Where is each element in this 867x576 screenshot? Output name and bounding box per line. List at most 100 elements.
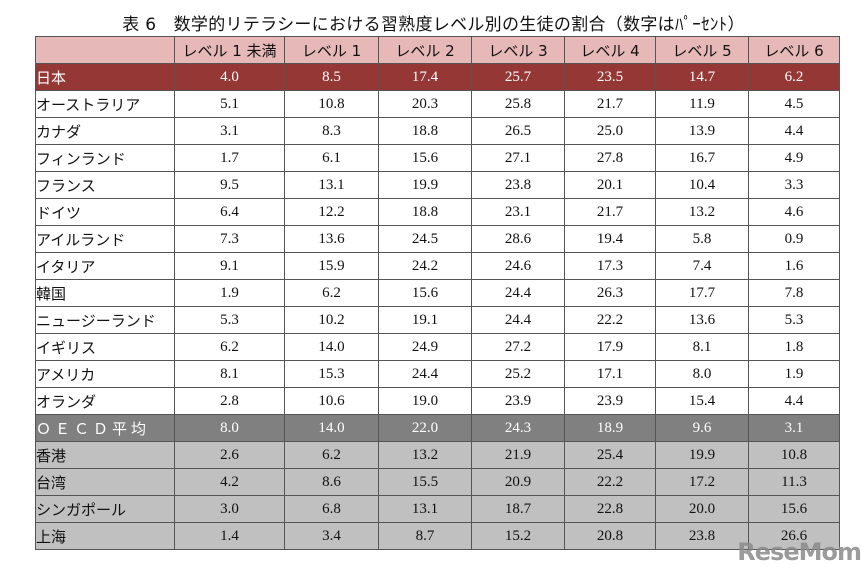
percentage-cell: 15.5 xyxy=(378,468,472,496)
percentage-cell: 5.1 xyxy=(174,90,285,118)
percentage-cell: 6.2 xyxy=(284,279,379,307)
percentage-cell: 24.5 xyxy=(378,225,472,253)
table-row: アメリカ 8.1 15.3 24.4 25.2 17.1 8.0 1.9 xyxy=(35,360,840,388)
percentage-cell: 25.7 xyxy=(471,63,565,91)
percentage-cell: 25.8 xyxy=(471,90,565,118)
percentage-cell: 17.7 xyxy=(655,279,749,307)
percentage-cell: 11.9 xyxy=(655,90,749,118)
table-row: ドイツ 6.4 12.2 18.8 23.1 21.7 13.2 4.6 xyxy=(35,198,840,226)
percentage-cell: 18.7 xyxy=(471,495,565,523)
percentage-cell: 15.3 xyxy=(284,360,379,388)
percentage-cell: 8.0 xyxy=(655,360,749,388)
percentage-cell: 18.8 xyxy=(378,198,472,226)
percentage-cell: 4.0 xyxy=(174,63,285,91)
table-body: 日本 4.0 8.5 17.4 25.7 23.5 14.7 6.2 オーストラリア 5.1 10.… xyxy=(35,63,840,550)
percentage-cell: 23.9 xyxy=(564,387,656,415)
table-row: 韓国 1.9 6.2 15.6 24.4 26.3 17.7 7.8 xyxy=(35,279,840,307)
country-name-cell: ニュージーランド xyxy=(35,306,175,334)
header-level-6: レベル 6 xyxy=(748,36,840,64)
percentage-cell: 13.9 xyxy=(655,117,749,145)
percentage-cell: 6.2 xyxy=(748,63,840,91)
percentage-cell: 21.7 xyxy=(564,198,656,226)
percentage-cell: 24.2 xyxy=(378,252,472,280)
country-name-cell: ＯＥＣＤ平均 xyxy=(35,414,175,442)
country-name-cell: 香港 xyxy=(35,441,175,469)
percentage-cell: 0.9 xyxy=(748,225,840,253)
percentage-cell: 5.3 xyxy=(174,306,285,334)
percentage-cell: 17.3 xyxy=(564,252,656,280)
percentage-cell: 15.2 xyxy=(471,522,565,550)
percentage-cell: 13.2 xyxy=(378,441,472,469)
percentage-cell: 8.0 xyxy=(174,414,285,442)
percentage-cell: 10.6 xyxy=(284,387,379,415)
country-name-cell: シンガポール xyxy=(35,495,175,523)
percentage-cell: 12.2 xyxy=(284,198,379,226)
percentage-cell: 15.6 xyxy=(378,144,472,172)
country-name-cell: 台湾 xyxy=(35,468,175,496)
percentage-cell: 24.9 xyxy=(378,333,472,361)
percentage-cell: 17.2 xyxy=(655,468,749,496)
percentage-cell: 20.8 xyxy=(564,522,656,550)
percentage-cell: 1.4 xyxy=(174,522,285,550)
percentage-cell: 19.4 xyxy=(564,225,656,253)
percentage-cell: 4.6 xyxy=(748,198,840,226)
table-row: 上海 1.4 3.4 8.7 15.2 20.8 23.8 26.6 xyxy=(35,522,840,550)
percentage-cell: 8.6 xyxy=(284,468,379,496)
percentage-cell: 15.6 xyxy=(378,279,472,307)
table-row: イタリア 9.1 15.9 24.2 24.6 17.3 7.4 1.6 xyxy=(35,252,840,280)
percentage-cell: 6.2 xyxy=(284,441,379,469)
percentage-cell: 24.6 xyxy=(471,252,565,280)
percentage-cell: 13.2 xyxy=(655,198,749,226)
percentage-cell: 6.4 xyxy=(174,198,285,226)
percentage-cell: 9.1 xyxy=(174,252,285,280)
header-level-1: レベル 1 xyxy=(284,36,379,64)
percentage-cell: 27.1 xyxy=(471,144,565,172)
percentage-cell: 10.2 xyxy=(284,306,379,334)
country-name-cell: オランダ xyxy=(35,387,175,415)
percentage-cell: 19.9 xyxy=(378,171,472,199)
percentage-cell: 11.3 xyxy=(748,468,840,496)
percentage-cell: 13.1 xyxy=(378,495,472,523)
country-name-cell: フィンランド xyxy=(35,144,175,172)
percentage-cell: 22.2 xyxy=(564,306,656,334)
header-row: レベル 1 未満 レベル 1 レベル 2 レベル 3 レベル 4 レベル 5 レ… xyxy=(35,36,840,64)
percentage-cell: 9.6 xyxy=(655,414,749,442)
percentage-cell: 1.9 xyxy=(174,279,285,307)
percentage-cell: 8.3 xyxy=(284,117,379,145)
header-level-4: レベル 4 xyxy=(564,36,656,64)
percentage-cell: 17.4 xyxy=(378,63,472,91)
percentage-cell: 14.7 xyxy=(655,63,749,91)
percentage-cell: 24.4 xyxy=(471,306,565,334)
percentage-cell: 20.3 xyxy=(378,90,472,118)
percentage-cell: 18.8 xyxy=(378,117,472,145)
table-row: 日本 4.0 8.5 17.4 25.7 23.5 14.7 6.2 xyxy=(35,63,840,91)
percentage-cell: 5.8 xyxy=(655,225,749,253)
percentage-cell: 4.4 xyxy=(748,387,840,415)
header-level-3: レベル 3 xyxy=(471,36,565,64)
percentage-cell: 3.3 xyxy=(748,171,840,199)
percentage-cell: 13.6 xyxy=(655,306,749,334)
percentage-cell: 13.1 xyxy=(284,171,379,199)
percentage-cell: 15.6 xyxy=(748,495,840,523)
table-row: ＯＥＣＤ平均 8.0 14.0 22.0 24.3 18.9 9.6 3.1 xyxy=(35,414,840,442)
country-name-cell: アイルランド xyxy=(35,225,175,253)
table-row: フィンランド 1.7 6.1 15.6 27.1 27.8 16.7 4.9 xyxy=(35,144,840,172)
table-row: オーストラリア 5.1 10.8 20.3 25.8 21.7 11.9 4.5 xyxy=(35,90,840,118)
percentage-cell: 27.8 xyxy=(564,144,656,172)
table-row: 台湾 4.2 8.6 15.5 20.9 22.2 17.2 11.3 xyxy=(35,468,840,496)
table-row: フランス 9.5 13.1 19.9 23.8 20.1 10.4 3.3 xyxy=(35,171,840,199)
country-name-cell: アメリカ xyxy=(35,360,175,388)
table-row: オランダ 2.8 10.6 19.0 23.9 23.9 15.4 4.4 xyxy=(35,387,840,415)
percentage-cell: 21.9 xyxy=(471,441,565,469)
percentage-cell: 23.5 xyxy=(564,63,656,91)
country-name-cell: ドイツ xyxy=(35,198,175,226)
table-row: イギリス 6.2 14.0 24.9 27.2 17.9 8.1 1.8 xyxy=(35,333,840,361)
percentage-cell: 2.6 xyxy=(174,441,285,469)
percentage-cell: 25.4 xyxy=(564,441,656,469)
percentage-cell: 10.8 xyxy=(284,90,379,118)
country-name-cell: イタリア xyxy=(35,252,175,280)
percentage-cell: 1.8 xyxy=(748,333,840,361)
percentage-cell: 7.4 xyxy=(655,252,749,280)
percentage-cell: 10.8 xyxy=(748,441,840,469)
percentage-cell: 24.3 xyxy=(471,414,565,442)
